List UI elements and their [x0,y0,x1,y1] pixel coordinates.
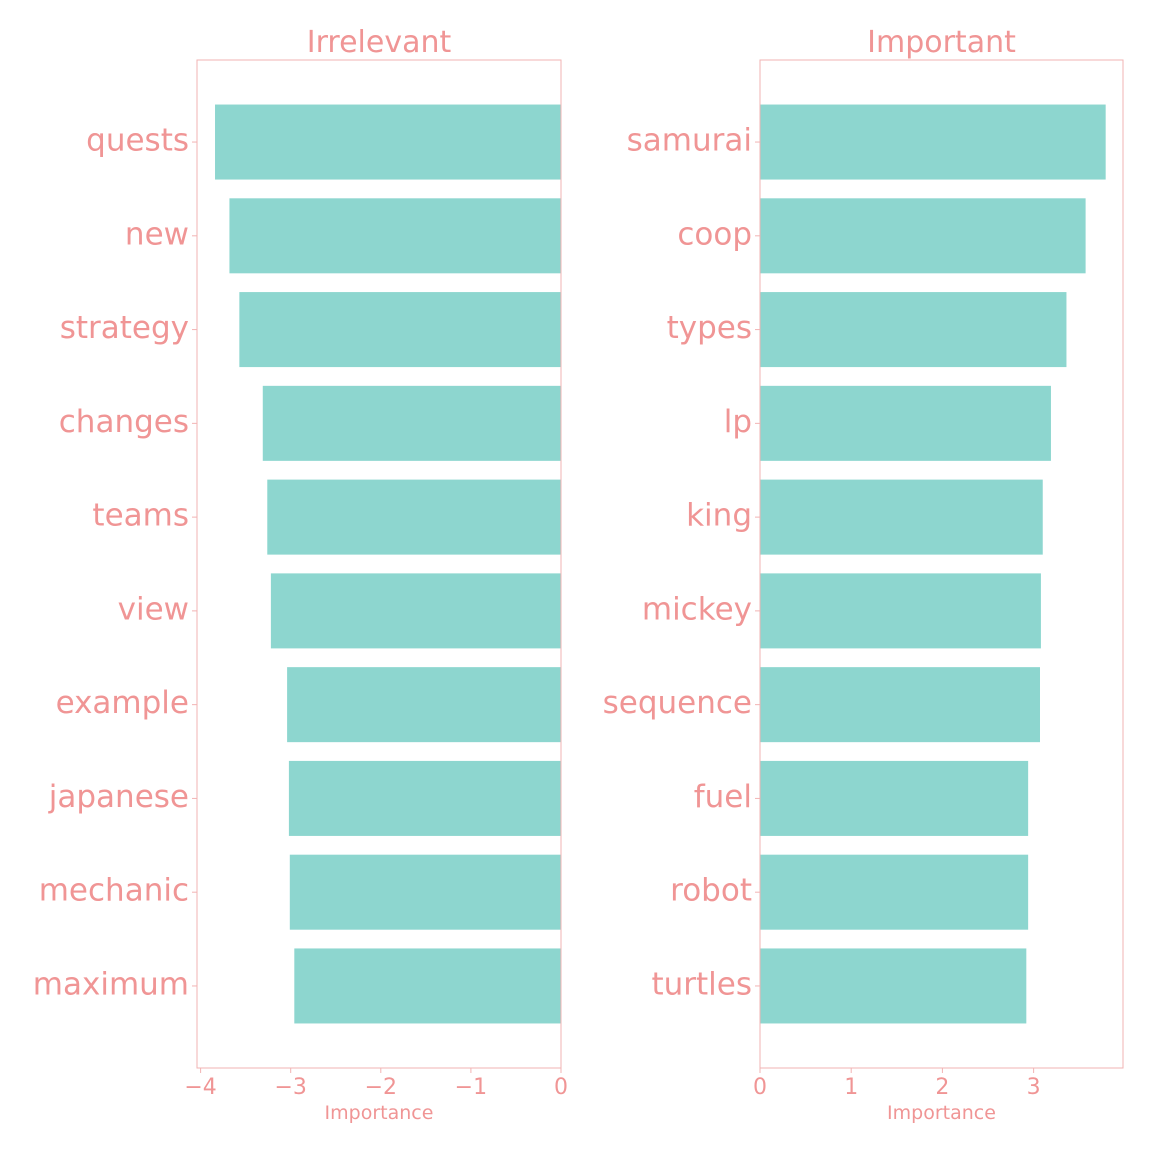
y-tick-label: mechanic [39,873,189,909]
bar [262,385,561,461]
y-tick-label: samurai [627,123,752,159]
bar [760,385,1051,461]
x-tick-label: 3 [1027,1075,1041,1100]
subplot-title: Irrelevant [307,25,452,60]
bar [239,292,561,368]
y-tick-label: types [667,310,752,346]
bar [215,104,561,180]
x-tick-label: −4 [184,1075,216,1100]
y-tick-label: turtles [651,966,752,1002]
y-tick-label: quests [86,123,189,159]
x-axis-label: Importance [325,1102,434,1124]
x-tick-label: −2 [365,1075,397,1100]
axes-frame [759,59,1124,1069]
y-tick-label: mickey [642,591,752,627]
bar [760,667,1041,743]
bar [270,573,561,649]
figure-title: Most Relevant Words for Critical Failure… [332,0,936,2]
y-tick-label: king [686,498,752,534]
bar [760,948,1027,1024]
x-tick-label: 0 [753,1075,767,1100]
subplot-title: Important [867,25,1016,60]
y-tick-label: robot [670,873,752,909]
bar [229,198,561,274]
y-tick-label: example [56,685,189,721]
bar [760,198,1086,274]
bar [760,573,1041,649]
x-tick-label: 2 [935,1075,949,1100]
y-tick-label: sequence [603,685,752,721]
bar [294,948,561,1024]
bar [760,760,1029,836]
y-tick-label: lp [724,404,752,440]
y-tick-label: strategy [60,310,189,346]
y-tick-label: maximum [33,966,189,1002]
bar [287,667,561,743]
axes-frame [196,59,562,1069]
x-tick-label: −1 [455,1075,487,1100]
x-axis-label: Importance [887,1102,996,1124]
bar [760,854,1029,930]
y-tick-label: teams [92,498,189,534]
y-tick-label: view [118,591,189,627]
y-tick-label: japanese [48,779,189,815]
y-tick-label: fuel [694,779,752,815]
bar [289,854,561,930]
bar [267,479,561,555]
x-tick-label: 1 [844,1075,858,1100]
x-tick-label: −3 [274,1075,306,1100]
y-tick-label: changes [59,404,189,440]
bar [760,104,1106,180]
y-tick-label: coop [677,216,752,252]
bar [288,760,561,836]
bar [760,292,1067,368]
x-tick-label: 0 [554,1075,568,1100]
y-tick-label: new [125,216,189,252]
bar [760,479,1043,555]
